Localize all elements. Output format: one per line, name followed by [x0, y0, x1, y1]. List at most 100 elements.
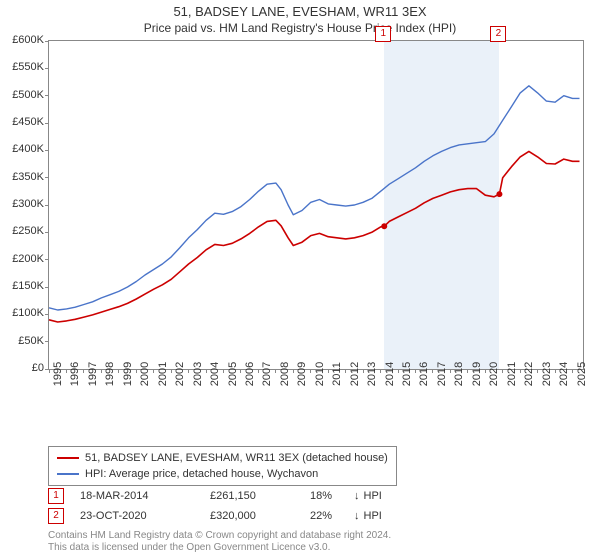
x-tick — [485, 369, 486, 373]
x-axis-label: 1999 — [122, 362, 134, 386]
legend-row: HPI: Average price, detached house, Wych… — [57, 466, 388, 482]
x-axis-label: 2018 — [453, 362, 465, 386]
y-tick — [45, 341, 49, 342]
footer-attribution: Contains HM Land Registry data © Crown c… — [48, 530, 391, 554]
x-tick — [572, 369, 573, 373]
x-axis-label: 2016 — [418, 362, 430, 386]
x-tick — [101, 369, 102, 373]
x-tick — [293, 369, 294, 373]
y-axis-label: £0 — [2, 362, 44, 374]
x-axis-label: 2004 — [209, 362, 221, 386]
x-axis-label: 2009 — [296, 362, 308, 386]
x-tick — [328, 369, 329, 373]
y-tick — [45, 177, 49, 178]
sale-price: £261,150 — [210, 490, 310, 502]
x-axis-label: 2014 — [384, 362, 396, 386]
x-tick — [206, 369, 207, 373]
sale-vs-hpi: HPI — [364, 510, 382, 522]
footer-line-1: Contains HM Land Registry data © Crown c… — [48, 530, 391, 542]
y-axis-label: £50K — [2, 335, 44, 347]
down-arrow-icon: ↓ — [354, 490, 360, 502]
y-axis-label: £200K — [2, 253, 44, 265]
x-axis-label: 2024 — [558, 362, 570, 386]
x-axis-label: 2020 — [488, 362, 500, 386]
x-tick — [136, 369, 137, 373]
x-axis-label: 2011 — [331, 362, 343, 386]
x-tick — [66, 369, 67, 373]
x-tick — [275, 369, 276, 373]
y-axis-label: £450K — [2, 116, 44, 128]
y-axis-label: £150K — [2, 280, 44, 292]
x-axis-label: 2023 — [541, 362, 553, 386]
y-tick — [45, 205, 49, 206]
y-tick — [45, 123, 49, 124]
x-tick — [310, 369, 311, 373]
x-tick — [188, 369, 189, 373]
y-tick — [45, 41, 49, 42]
x-tick — [450, 369, 451, 373]
y-axis-label: £100K — [2, 307, 44, 319]
x-axis-label: 2019 — [471, 362, 483, 386]
footer-line-2: This data is licensed under the Open Gov… — [48, 542, 391, 554]
x-axis-label: 2000 — [139, 362, 151, 386]
y-tick — [45, 287, 49, 288]
x-tick — [520, 369, 521, 373]
y-tick — [45, 95, 49, 96]
x-axis-label: 2006 — [244, 362, 256, 386]
x-tick — [537, 369, 538, 373]
sale-date: 23-OCT-2020 — [80, 510, 210, 522]
legend-text: 51, BADSEY LANE, EVESHAM, WR11 3EX (deta… — [85, 452, 388, 464]
down-arrow-icon: ↓ — [354, 510, 360, 522]
x-axis-label: 2017 — [436, 362, 448, 386]
x-tick — [258, 369, 259, 373]
y-axis-label: £550K — [2, 61, 44, 73]
y-axis-label: £300K — [2, 198, 44, 210]
x-axis-label: 2012 — [349, 362, 361, 386]
plot-area — [48, 40, 584, 370]
y-tick — [45, 150, 49, 151]
x-axis-label: 2015 — [401, 362, 413, 386]
sale-dot-1 — [381, 223, 387, 229]
y-tick — [45, 314, 49, 315]
x-tick — [345, 369, 346, 373]
x-tick — [467, 369, 468, 373]
x-tick — [49, 369, 50, 373]
x-axis-label: 1995 — [52, 362, 64, 386]
x-tick — [153, 369, 154, 373]
x-tick — [502, 369, 503, 373]
x-tick — [380, 369, 381, 373]
sale-vs-hpi: HPI — [364, 490, 382, 502]
sale-marker-1: 1 — [375, 26, 391, 42]
sale-row: 223-OCT-2020£320,00022%↓HPI — [40, 506, 382, 526]
chart-title-sub: Price paid vs. HM Land Registry's House … — [0, 21, 600, 35]
sale-date: 18-MAR-2014 — [80, 490, 210, 502]
y-axis-label: £600K — [2, 34, 44, 46]
legend-text: HPI: Average price, detached house, Wych… — [85, 468, 318, 480]
sale-marker-2: 2 — [490, 26, 506, 42]
x-axis-label: 2008 — [279, 362, 291, 386]
x-tick — [83, 369, 84, 373]
x-axis-label: 1997 — [87, 362, 99, 386]
sale-row-marker: 2 — [48, 508, 64, 524]
y-tick — [45, 68, 49, 69]
sales-table: 118-MAR-2014£261,15018%↓HPI223-OCT-2020£… — [40, 486, 382, 526]
x-tick — [555, 369, 556, 373]
x-axis-label: 2007 — [261, 362, 273, 386]
x-axis-label: 2010 — [314, 362, 326, 386]
y-axis-label: £400K — [2, 143, 44, 155]
y-axis-label: £250K — [2, 225, 44, 237]
y-tick — [45, 232, 49, 233]
x-axis-label: 2021 — [506, 362, 518, 386]
sale-dot-2 — [496, 191, 502, 197]
y-axis-label: £350K — [2, 171, 44, 183]
legend-swatch — [57, 473, 79, 475]
x-axis-label: 1996 — [69, 362, 81, 386]
x-tick — [363, 369, 364, 373]
x-axis-label: 2022 — [523, 362, 535, 386]
sale-pct: 18% — [310, 490, 350, 502]
legend-swatch — [57, 457, 79, 459]
x-axis-label: 2002 — [174, 362, 186, 386]
x-tick — [398, 369, 399, 373]
x-tick — [118, 369, 119, 373]
sale-pct: 22% — [310, 510, 350, 522]
